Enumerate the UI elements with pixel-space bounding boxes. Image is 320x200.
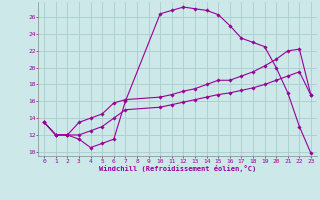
X-axis label: Windchill (Refroidissement éolien,°C): Windchill (Refroidissement éolien,°C) [99,165,256,172]
